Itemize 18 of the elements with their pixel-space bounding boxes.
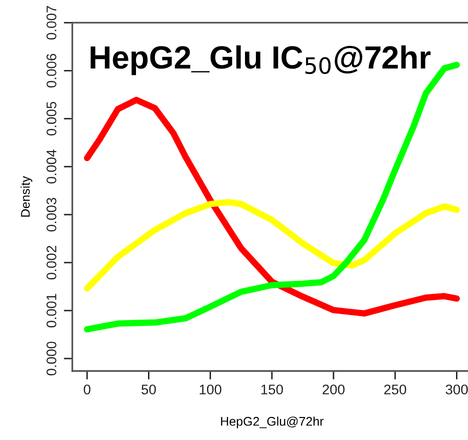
- y-tick-label: 0.006: [46, 54, 56, 88]
- x-axis-title: HepG2_Glu@72hr: [221, 416, 324, 428]
- y-tick-label: 0.003: [46, 198, 56, 232]
- y-tick-label: 0.007: [46, 6, 56, 40]
- y-tick-label: 0.005: [46, 102, 56, 136]
- y-tick-label: 0.001: [46, 294, 56, 328]
- x-tick-label: 100: [200, 384, 222, 394]
- y-axis-title: Density: [20, 176, 32, 217]
- x-tick-label: 200: [322, 384, 345, 394]
- x-tick-label: 300: [446, 384, 468, 394]
- y-tick-label: 0.004: [46, 150, 56, 184]
- x-tick-label: 50: [142, 384, 156, 394]
- x-tick-label: 150: [261, 384, 283, 394]
- y-tick-label: 0.002: [46, 246, 56, 280]
- x-tick-label: 250: [384, 384, 406, 394]
- text: HepG2_Glu IC$_{50}$@72hr: [90, 45, 431, 76]
- y-tick-label: 0.000: [46, 342, 56, 376]
- x-tick-label: 0: [84, 384, 90, 394]
